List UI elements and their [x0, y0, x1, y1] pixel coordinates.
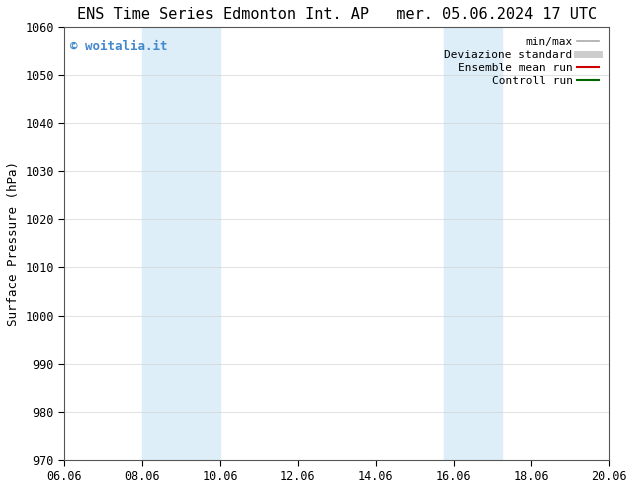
- Y-axis label: Surface Pressure (hPa): Surface Pressure (hPa): [7, 161, 20, 326]
- Bar: [444, 27, 502, 460]
- Legend: min/max, Deviazione standard, Ensemble mean run, Controll run: min/max, Deviazione standard, Ensemble m…: [440, 33, 604, 90]
- Text: © woitalia.it: © woitalia.it: [70, 40, 167, 53]
- Bar: [142, 27, 220, 460]
- Title: ENS Time Series Edmonton Int. AP   mer. 05.06.2024 17 UTC: ENS Time Series Edmonton Int. AP mer. 05…: [77, 7, 597, 22]
